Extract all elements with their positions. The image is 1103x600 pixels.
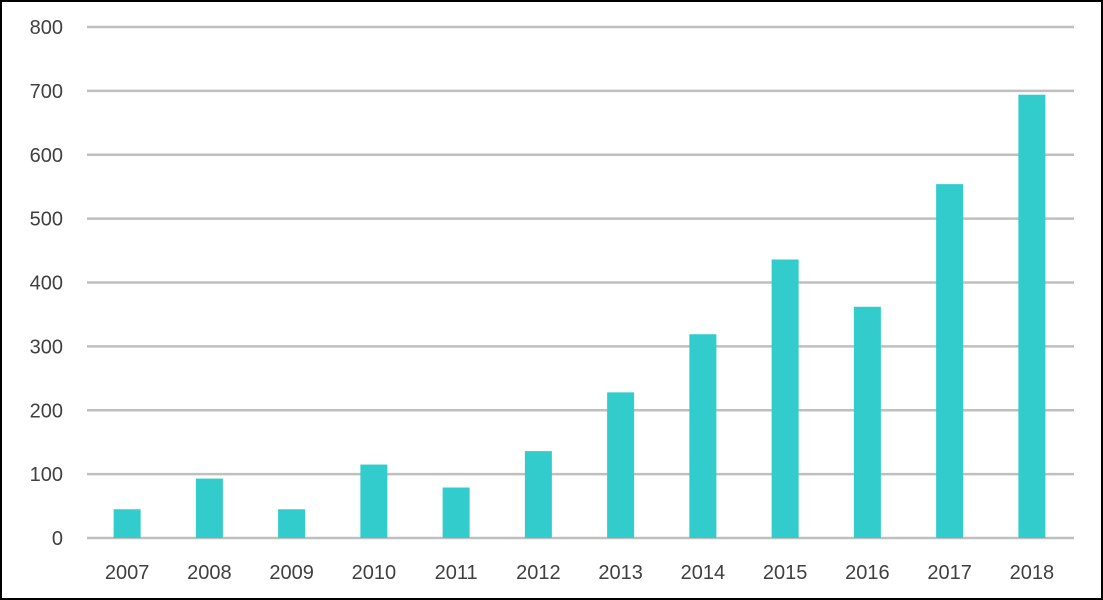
x-axis-tick-labels: 2007 2008 2009 2010 2011 2012 2013 2014 2015 2016… — [105, 562, 1054, 584]
x-tick-label: 2016 — [845, 562, 890, 584]
x-tick-label: 2017 — [927, 562, 972, 584]
bar-2013 — [607, 392, 635, 538]
bar-2016 — [853, 306, 881, 538]
y-tick-label: 100 — [30, 464, 63, 486]
bar-2009 — [278, 509, 306, 538]
x-tick-label: 2008 — [187, 562, 232, 584]
bar-2011 — [442, 487, 470, 538]
y-tick-label: 200 — [30, 400, 63, 422]
y-axis-tick-labels: 0 100 200 300 400 500 600 700 800 — [30, 17, 63, 550]
y-tick-label: 0 — [52, 528, 63, 550]
y-tick-label: 700 — [30, 81, 63, 103]
x-tick-label: 2015 — [763, 562, 808, 584]
bar-2012 — [524, 451, 552, 538]
bar-2015 — [771, 259, 799, 538]
y-tick-label: 400 — [30, 273, 63, 295]
gridlines — [87, 25, 1074, 540]
x-tick-label: 2013 — [598, 562, 643, 584]
y-tick-label: 800 — [30, 17, 63, 39]
x-tick-label: 2010 — [352, 562, 397, 584]
y-tick-label: 500 — [30, 209, 63, 231]
y-tick-label: 600 — [30, 145, 63, 167]
x-tick-label: 2007 — [105, 562, 150, 584]
x-tick-label: 2012 — [516, 562, 561, 584]
x-tick-label: 2011 — [435, 562, 478, 584]
bar-2008 — [195, 478, 223, 538]
x-tick-label: 2014 — [681, 562, 726, 584]
bar-2007 — [113, 509, 141, 538]
bar-2010 — [360, 464, 388, 538]
x-tick-label: 2018 — [1010, 562, 1055, 584]
bar-2017 — [936, 184, 964, 538]
bars — [113, 94, 1046, 539]
bar-2018 — [1018, 94, 1046, 539]
bar-2014 — [689, 334, 717, 538]
y-tick-label: 300 — [30, 336, 63, 358]
x-tick-label: 2009 — [269, 562, 314, 584]
